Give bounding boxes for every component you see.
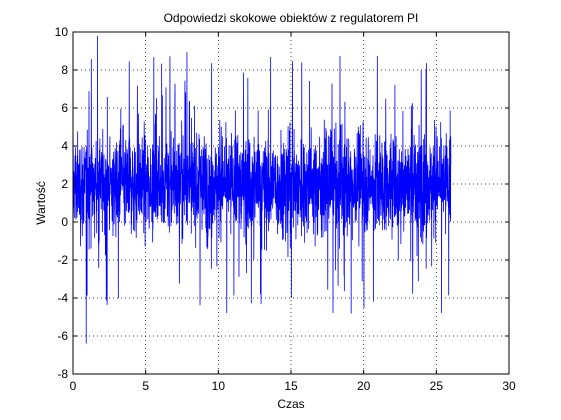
- plot-area: [72, 31, 510, 375]
- y-tick-label: 8: [61, 63, 68, 77]
- series-group: [72, 35, 452, 344]
- chart-title: Odpowiedzi skokowe obiektów z regulatore…: [164, 11, 419, 25]
- y-tick-label: 10: [55, 25, 69, 39]
- y-tick-label: 0: [61, 215, 68, 229]
- x-tick-label: 0: [70, 379, 77, 393]
- y-tick-label: -2: [57, 253, 68, 267]
- x-tick-labels: 0 5 10 15 20 25 30: [70, 379, 516, 393]
- series-line: [72, 35, 452, 344]
- y-axis-label: Wartość: [34, 181, 48, 225]
- y-tick-label: -4: [57, 291, 68, 305]
- x-tick-label: 30: [502, 379, 516, 393]
- y-tick-label: -6: [57, 329, 68, 343]
- y-tick-label: 6: [61, 101, 68, 115]
- x-axis-label: Czas: [277, 397, 304, 411]
- y-tick-label: 4: [61, 139, 68, 153]
- ticks: [72, 31, 510, 375]
- x-tick-label: 20: [357, 379, 371, 393]
- y-tick-label: -8: [57, 367, 68, 381]
- x-tick-label: 15: [284, 379, 298, 393]
- y-tick-labels: -8 -6 -4 -2 0 2 4 6 8 10: [55, 25, 69, 381]
- x-tick-label: 25: [430, 379, 444, 393]
- x-tick-label: 5: [142, 379, 149, 393]
- x-tick-label: 10: [212, 379, 226, 393]
- y-tick-label: 2: [61, 177, 68, 191]
